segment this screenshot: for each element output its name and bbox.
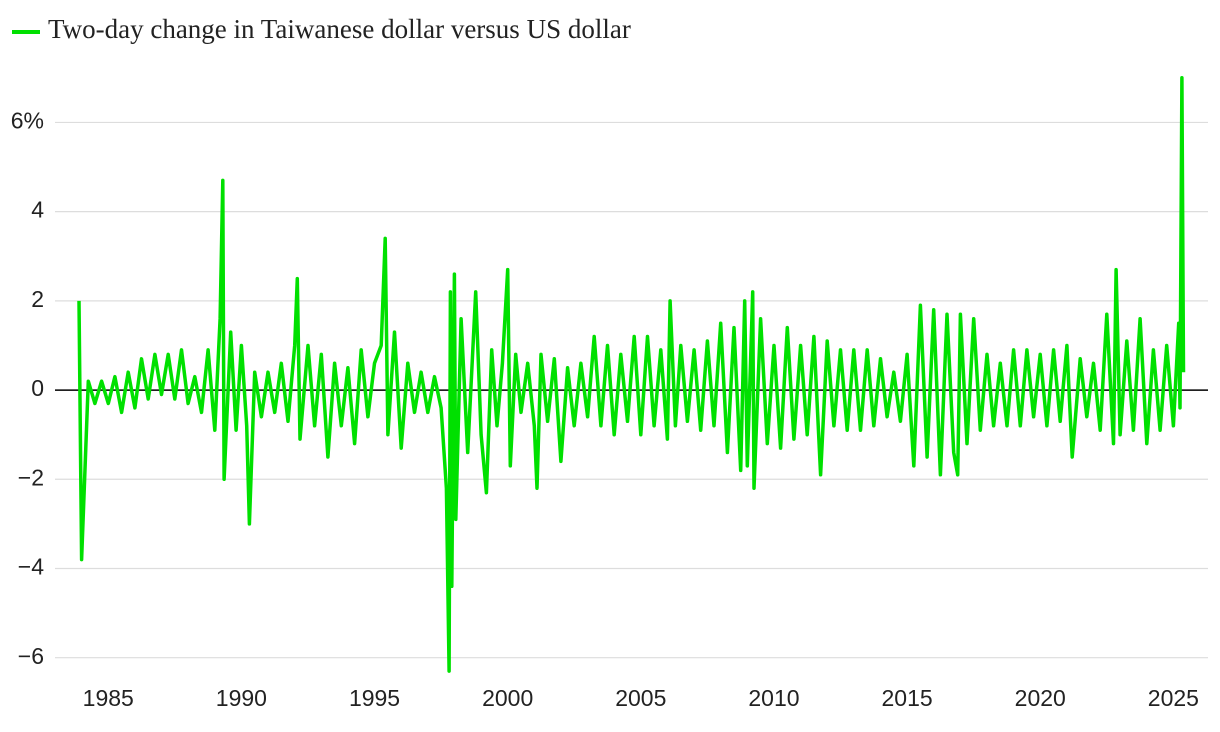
x-tick-label: 2025 xyxy=(1148,685,1199,711)
y-tick-label: 6% xyxy=(11,108,44,134)
series-line xyxy=(77,76,1186,673)
x-tick-label: 2015 xyxy=(882,685,933,711)
legend-label: Two-day change in Taiwanese dollar versu… xyxy=(48,14,631,44)
y-tick-label: −6 xyxy=(18,643,44,669)
x-tick-label: 2020 xyxy=(1015,685,1066,711)
x-tick-label: 2010 xyxy=(748,685,799,711)
x-tick-label: 2000 xyxy=(482,685,533,711)
y-tick-label: −2 xyxy=(18,464,44,490)
y-tick-label: 4 xyxy=(31,197,44,223)
x-tick-label: 2005 xyxy=(615,685,666,711)
y-tick-label: 2 xyxy=(31,286,44,312)
y-tick-label: −4 xyxy=(18,554,44,580)
x-tick-label: 1990 xyxy=(216,685,267,711)
x-tick-label: 1985 xyxy=(83,685,134,711)
y-tick-label: 0 xyxy=(31,375,44,401)
x-tick-label: 1995 xyxy=(349,685,400,711)
